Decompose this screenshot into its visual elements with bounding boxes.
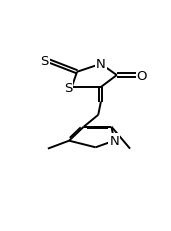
Text: H: H [96,55,105,68]
Text: O: O [137,69,147,82]
Text: N: N [109,135,119,148]
Text: H: H [110,138,119,151]
Text: N: N [96,58,106,71]
Text: S: S [64,81,72,94]
Text: S: S [40,55,49,68]
